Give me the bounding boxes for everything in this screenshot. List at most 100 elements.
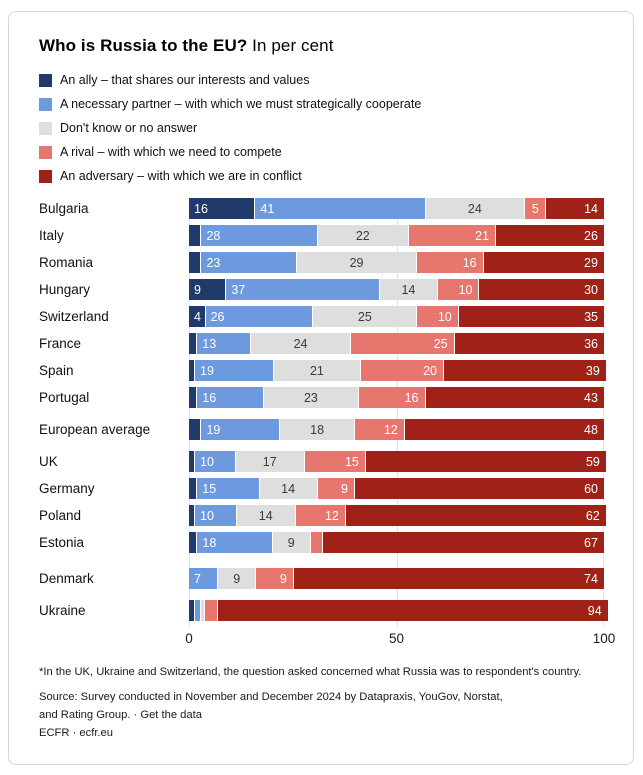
segment-value: 16	[202, 390, 217, 405]
chart-row: France 13 24 25 36	[39, 333, 604, 354]
bar-segment: 7	[189, 568, 219, 589]
legend-item-rival: A rival – with which we need to compete	[39, 145, 604, 159]
legend-label: Don't know or no answer	[60, 121, 198, 135]
bar-segment: 29	[483, 252, 604, 273]
segment-value: 17	[262, 454, 277, 469]
bar-segment: 13	[197, 333, 252, 354]
segment-value: 39	[585, 363, 600, 378]
axis-tick-label: 50	[388, 631, 405, 646]
segment-value: 24	[293, 336, 308, 351]
bar-segment: 16	[417, 252, 484, 273]
page-title: Who is Russia to the EU? In per cent	[39, 36, 604, 56]
bar-segment: 9	[256, 568, 294, 589]
segment-value: 94	[587, 603, 602, 618]
legend-item-adversary: An adversary – with which we are in conf…	[39, 169, 604, 183]
segment-value: 20	[423, 363, 437, 378]
bar-segment	[205, 600, 218, 621]
axis-tick-label: 0	[185, 631, 193, 646]
x-axis: 0 50 100	[185, 627, 615, 649]
segment-value: 24	[467, 201, 482, 216]
chart-row: UK 10 17 15 59	[39, 451, 606, 472]
bar-segment: 22	[317, 225, 409, 246]
segment-value: 29	[584, 255, 598, 270]
segment-value: 21	[309, 363, 324, 378]
bar-segment: 16	[189, 198, 256, 219]
get-the-data-link[interactable]: Get the data	[140, 708, 202, 721]
country-label: Germany	[39, 481, 95, 496]
segment-value: 26	[584, 228, 598, 243]
segment-value: 12	[324, 508, 339, 523]
bar-segment: 12	[354, 419, 405, 440]
country-label: Hungary	[39, 282, 91, 297]
segment-value: 14	[281, 481, 296, 496]
country-label: European average	[39, 422, 151, 437]
stacked-bar: 19 18 12 48	[189, 419, 604, 440]
bar-segment: 21	[273, 360, 361, 381]
bar-segment: 43	[425, 387, 604, 408]
chart-row: Italy 28 22 21 26	[39, 225, 604, 246]
bar-segment: 19	[201, 419, 281, 440]
bar-segment: 62	[345, 505, 606, 526]
legend-label: A necessary partner – with which we must…	[60, 97, 422, 111]
segment-value: 16	[194, 201, 208, 216]
bar-segment: 30	[479, 279, 604, 300]
bar-segment: 25	[313, 306, 418, 327]
segment-value: 16	[462, 255, 477, 270]
bar-segment	[201, 600, 206, 621]
bar-segment: 9	[272, 532, 311, 553]
stacked-bar: 28 22 21 26	[189, 225, 604, 246]
segment-value: 15	[344, 454, 359, 469]
segment-value: 9	[341, 481, 348, 496]
segment-value: 59	[585, 454, 600, 469]
segment-value: 18	[202, 535, 217, 550]
bar-segment	[189, 333, 198, 354]
chart-row: Bulgaria 16 41 24 5 14	[39, 198, 604, 219]
bar-segment: 9	[218, 568, 257, 589]
stacked-bar: 23 29 16 29	[189, 252, 604, 273]
country-label: Spain	[39, 363, 74, 378]
bar-segment: 10	[195, 451, 236, 472]
legend-label: An adversary – with which we are in conf…	[60, 169, 302, 183]
bar-segment: 39	[443, 360, 606, 381]
chart-row: Switzerland 4 26 25 10 35	[39, 306, 604, 327]
stacked-bar: 10 14 12 62	[189, 505, 606, 526]
chart-row: Romania 23 29 16 29	[39, 252, 604, 273]
bar-segment: 67	[323, 532, 604, 553]
gridline	[603, 198, 604, 627]
bar-segment: 16	[359, 387, 426, 408]
bar-segment: 10	[437, 279, 480, 300]
chart-row: Spain 19 21 20 39	[39, 360, 606, 381]
segment-value: 43	[584, 390, 598, 405]
segment-value: 16	[404, 390, 419, 405]
stacked-bar: 10 17 15 59	[189, 451, 606, 472]
legend-item-dontknow: Don't know or no answer	[39, 121, 604, 135]
stacked-bar: 13 24 25 36	[189, 333, 604, 354]
segment-value: 15	[202, 481, 217, 496]
country-label: Romania	[39, 255, 94, 270]
segment-value: 25	[433, 336, 448, 351]
segment-value: 13	[202, 336, 217, 351]
stacked-bar: 16 41 24 5 14	[189, 198, 604, 219]
legend-swatch-partner	[39, 97, 52, 111]
country-label: Switzerland	[39, 309, 109, 324]
segment-value: 23	[303, 390, 318, 405]
bar-segment	[189, 478, 198, 499]
chart-row: European average 19 18 12 48	[39, 419, 604, 440]
bar-segment	[189, 600, 195, 621]
stacked-bar: 18 9 67	[189, 532, 604, 553]
bar-segment: 17	[235, 451, 305, 472]
bar-segment: 20	[360, 360, 444, 381]
segment-value: 9	[233, 571, 241, 586]
segment-value: 37	[231, 282, 246, 297]
segment-value: 60	[584, 481, 598, 496]
bar-segment	[189, 387, 198, 408]
segment-value: 36	[584, 336, 598, 351]
segment-value: 22	[355, 228, 370, 243]
bar-segment: 14	[545, 198, 604, 219]
bar-segment: 29	[296, 252, 418, 273]
country-label: Estonia	[39, 535, 85, 550]
bar-segment: 14	[379, 279, 438, 300]
bar-segment: 41	[255, 198, 426, 219]
bar-segment: 9	[189, 279, 227, 300]
bar-segment	[195, 600, 201, 621]
